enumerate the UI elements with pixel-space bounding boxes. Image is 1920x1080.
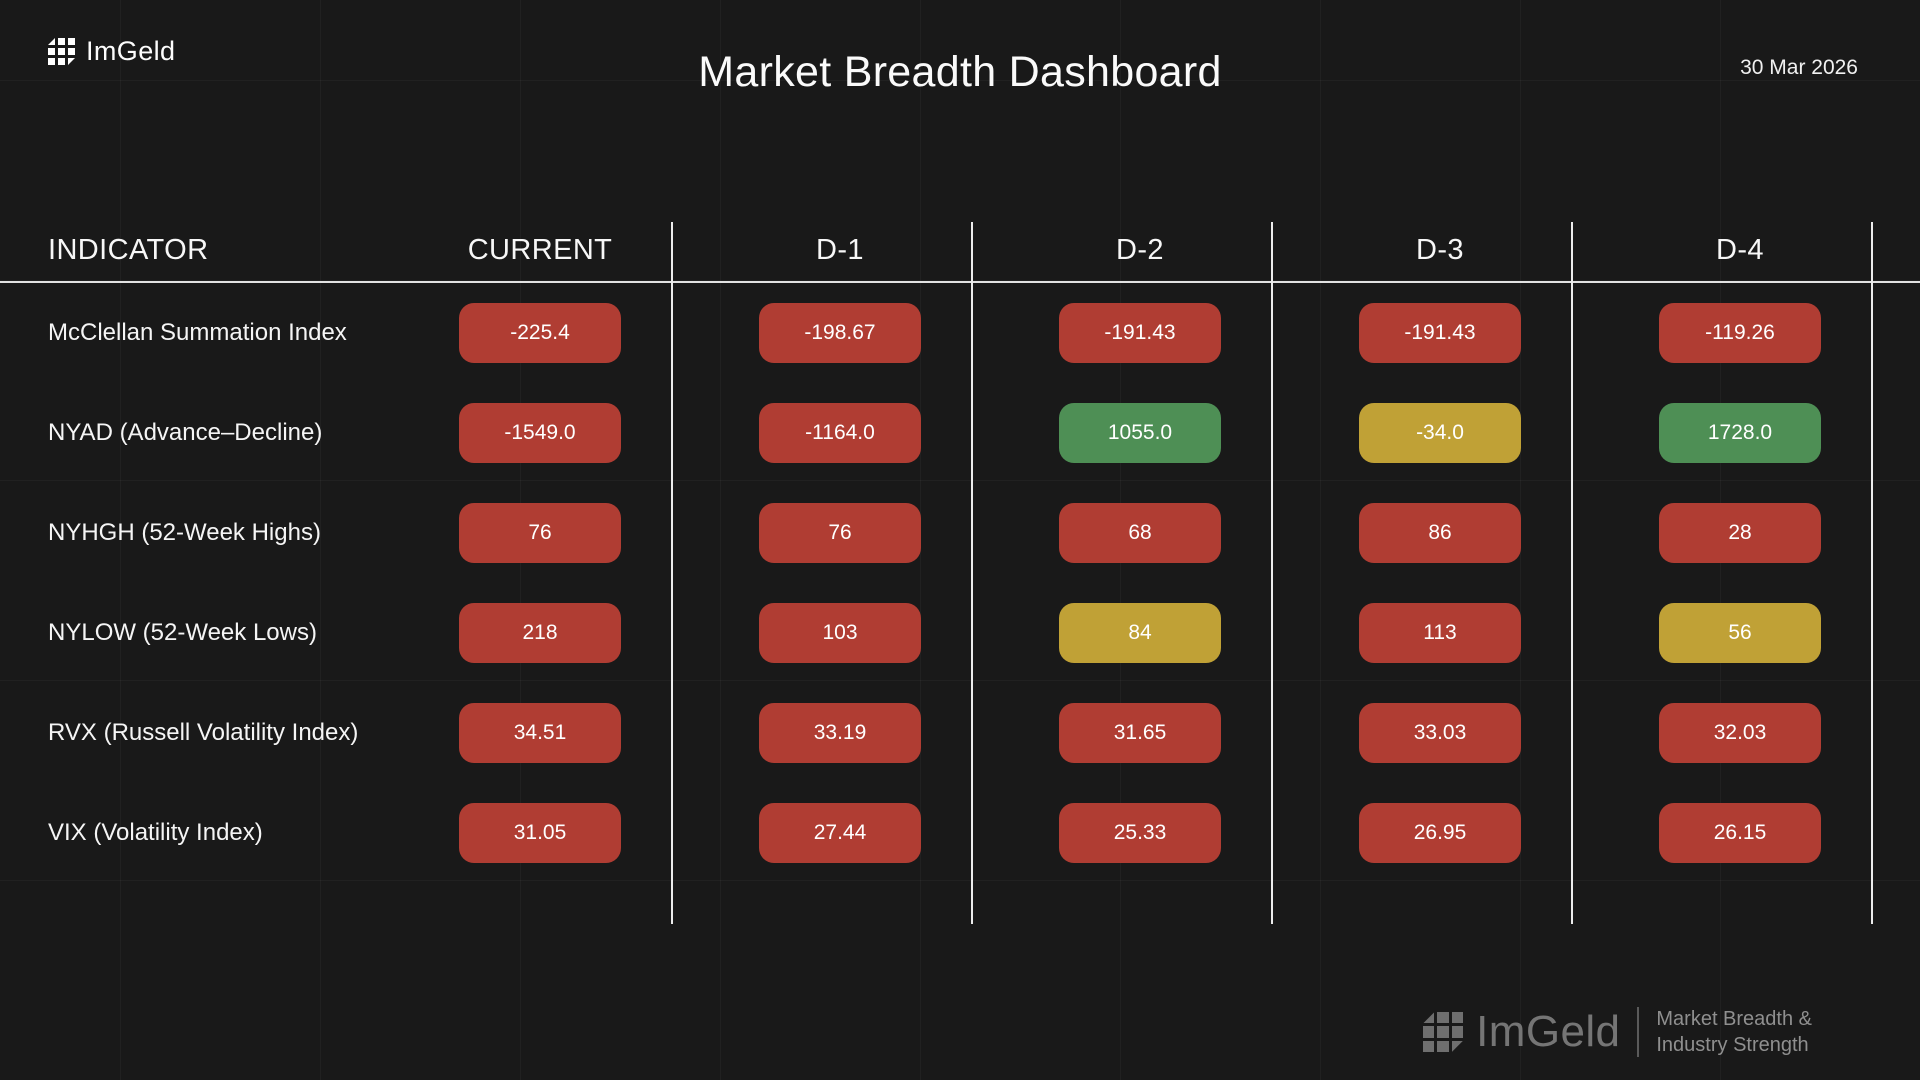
indicator-label: NYHGH (52-Week Highs) <box>48 519 321 546</box>
footer-divider <box>1637 1007 1640 1057</box>
table-row: McClellan Summation Index -225.4 -198.67… <box>0 283 1890 383</box>
footer-brand-name: ImGeld <box>1476 1007 1621 1056</box>
value-pill: 26.15 <box>1659 803 1821 863</box>
value-pill: 103 <box>759 603 921 663</box>
value-pill: 1728.0 <box>1659 403 1821 463</box>
table-header-row: INDICATOR CURRENT D-1 D-2 D-3 D-4 <box>0 218 1890 282</box>
value-pill: -191.43 <box>1359 303 1521 363</box>
value-pill: 33.19 <box>759 703 921 763</box>
report-date: 30 Mar 2026 <box>1740 56 1858 79</box>
brand-name: ImGeld <box>86 36 176 66</box>
footer-branding: ImGeld Market Breadth & Industry Strengt… <box>1423 1006 1812 1058</box>
page-title: Market Breadth Dashboard <box>698 48 1222 96</box>
value-pill: 33.03 <box>1359 703 1521 763</box>
value-pill: 86 <box>1359 503 1521 563</box>
value-pill: 76 <box>459 503 621 563</box>
footer-tagline: Market Breadth & Industry Strength <box>1656 1006 1812 1058</box>
indicator-label: McClellan Summation Index <box>48 319 347 346</box>
column-header-d4: D-4 <box>1716 233 1764 266</box>
value-pill: 27.44 <box>759 803 921 863</box>
value-pill: 31.65 <box>1059 703 1221 763</box>
value-pill: 25.33 <box>1059 803 1221 863</box>
table-row: VIX (Volatility Index) 31.05 27.44 25.33… <box>0 783 1890 883</box>
column-divider <box>1271 222 1273 924</box>
indicator-label: NYAD (Advance–Decline) <box>48 419 323 446</box>
value-pill: -191.43 <box>1059 303 1221 363</box>
value-pill: 76 <box>759 503 921 563</box>
indicator-label: NYLOW (52-Week Lows) <box>48 619 317 646</box>
table-row: NYHGH (52-Week Highs) 76 76 68 86 28 <box>0 483 1890 583</box>
header-underline <box>0 281 1920 283</box>
value-pill: 84 <box>1059 603 1221 663</box>
column-divider <box>1571 222 1573 924</box>
value-pill: 31.05 <box>459 803 621 863</box>
column-header-indicator: INDICATOR <box>48 233 209 266</box>
brand-logo: ImGeld <box>48 36 175 67</box>
value-pill: 26.95 <box>1359 803 1521 863</box>
value-pill: -1164.0 <box>759 403 921 463</box>
column-divider <box>1871 222 1873 924</box>
table-row: NYAD (Advance–Decline) -1549.0 -1164.0 1… <box>0 383 1890 483</box>
column-divider <box>971 222 973 924</box>
value-pill: 68 <box>1059 503 1221 563</box>
value-pill: 218 <box>459 603 621 663</box>
value-pill: -198.67 <box>759 303 921 363</box>
column-header-d2: D-2 <box>1116 233 1164 266</box>
footer-tagline-line1: Market Breadth & <box>1656 1008 1812 1030</box>
value-pill: -225.4 <box>459 303 621 363</box>
table-body: McClellan Summation Index -225.4 -198.67… <box>0 283 1890 883</box>
value-pill: -119.26 <box>1659 303 1821 363</box>
imgeld-grid-icon <box>1423 1012 1464 1052</box>
value-pill: 34.51 <box>459 703 621 763</box>
indicator-label: VIX (Volatility Index) <box>48 819 263 846</box>
value-pill: 56 <box>1659 603 1821 663</box>
imgeld-grid-icon <box>48 38 75 65</box>
column-divider <box>671 222 673 924</box>
footer-tagline-line2: Industry Strength <box>1656 1034 1809 1056</box>
value-pill: -34.0 <box>1359 403 1521 463</box>
table-row: NYLOW (52-Week Lows) 218 103 84 113 56 <box>0 583 1890 683</box>
column-header-d1: D-1 <box>816 233 864 266</box>
value-pill: 1055.0 <box>1059 403 1221 463</box>
value-pill: 32.03 <box>1659 703 1821 763</box>
column-header-current: CURRENT <box>467 233 613 266</box>
value-pill: 28 <box>1659 503 1821 563</box>
table-row: RVX (Russell Volatility Index) 34.51 33.… <box>0 683 1890 783</box>
value-pill: 113 <box>1359 603 1521 663</box>
indicator-label: RVX (Russell Volatility Index) <box>48 719 359 746</box>
value-pill: -1549.0 <box>459 403 621 463</box>
column-header-d3: D-3 <box>1416 233 1464 266</box>
